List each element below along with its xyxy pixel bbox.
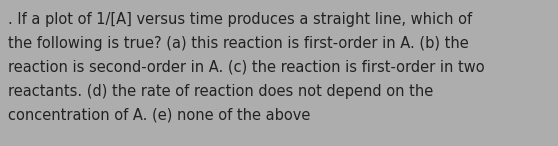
Text: concentration of A. (e) none of the above: concentration of A. (e) none of the abov… (8, 108, 310, 123)
Text: reaction is second-order in A. (c) the reaction is first-order in two: reaction is second-order in A. (c) the r… (8, 60, 485, 75)
Text: . If a plot of 1/[A] versus time produces a straight line, which of: . If a plot of 1/[A] versus time produce… (8, 12, 472, 27)
Text: the following is true? (a) this reaction is first-order in A. (b) the: the following is true? (a) this reaction… (8, 36, 469, 51)
Text: reactants. (d) the rate of reaction does not depend on the: reactants. (d) the rate of reaction does… (8, 84, 433, 99)
